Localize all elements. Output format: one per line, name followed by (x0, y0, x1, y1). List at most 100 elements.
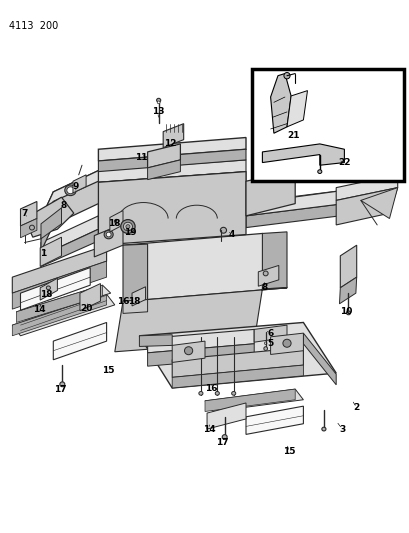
Polygon shape (73, 175, 86, 193)
Polygon shape (335, 175, 397, 200)
Polygon shape (172, 348, 303, 377)
Ellipse shape (198, 391, 202, 395)
Polygon shape (98, 192, 245, 215)
Text: 12: 12 (164, 140, 176, 148)
Ellipse shape (67, 187, 74, 193)
Text: 2: 2 (353, 403, 359, 412)
Polygon shape (270, 333, 303, 354)
Ellipse shape (282, 340, 290, 348)
Polygon shape (12, 294, 115, 336)
Polygon shape (254, 325, 286, 342)
Ellipse shape (321, 427, 325, 431)
Polygon shape (98, 172, 245, 245)
Polygon shape (147, 144, 180, 168)
Polygon shape (245, 171, 294, 216)
Polygon shape (204, 389, 303, 411)
Ellipse shape (121, 220, 135, 233)
Polygon shape (139, 322, 335, 388)
Text: 5: 5 (267, 340, 273, 348)
Polygon shape (262, 144, 344, 165)
Polygon shape (303, 333, 335, 385)
Ellipse shape (215, 391, 219, 395)
Ellipse shape (156, 98, 160, 102)
Polygon shape (53, 171, 98, 225)
Polygon shape (339, 277, 356, 304)
Polygon shape (98, 160, 245, 182)
Text: 10: 10 (339, 308, 352, 316)
Bar (252, 69, 403, 181)
Polygon shape (41, 216, 98, 256)
Polygon shape (25, 197, 74, 237)
Ellipse shape (114, 220, 118, 223)
Polygon shape (20, 219, 37, 238)
Ellipse shape (157, 101, 160, 103)
Text: 4: 4 (228, 230, 234, 239)
Polygon shape (139, 335, 172, 346)
Ellipse shape (126, 225, 130, 229)
Polygon shape (94, 224, 123, 257)
Polygon shape (172, 341, 204, 362)
Polygon shape (40, 278, 57, 300)
Text: 8: 8 (261, 284, 267, 292)
Ellipse shape (29, 225, 34, 230)
Polygon shape (16, 285, 110, 320)
Polygon shape (262, 232, 286, 289)
Text: 18: 18 (128, 297, 140, 305)
Text: 8: 8 (60, 201, 67, 209)
Polygon shape (98, 204, 245, 228)
Polygon shape (245, 406, 303, 434)
Polygon shape (335, 188, 397, 225)
Polygon shape (163, 124, 183, 148)
Polygon shape (172, 365, 303, 388)
Ellipse shape (106, 232, 111, 237)
Polygon shape (53, 322, 106, 360)
Text: 1: 1 (40, 249, 46, 257)
Text: 6: 6 (267, 329, 273, 337)
Polygon shape (132, 287, 145, 306)
Text: 15: 15 (102, 366, 115, 375)
Ellipse shape (60, 382, 65, 387)
Polygon shape (123, 233, 286, 300)
Ellipse shape (220, 228, 226, 233)
Text: 4113  200: 4113 200 (9, 21, 58, 31)
Text: 11: 11 (135, 153, 147, 161)
Polygon shape (41, 208, 61, 239)
Ellipse shape (104, 230, 113, 239)
Text: 13: 13 (151, 108, 164, 116)
Ellipse shape (283, 72, 289, 79)
Polygon shape (245, 189, 352, 216)
Text: 17: 17 (216, 438, 228, 447)
Polygon shape (245, 203, 352, 228)
Polygon shape (339, 245, 356, 288)
Text: 17: 17 (54, 385, 67, 393)
Polygon shape (115, 288, 286, 352)
Polygon shape (147, 160, 180, 180)
Polygon shape (20, 268, 90, 310)
Polygon shape (41, 171, 98, 227)
Polygon shape (147, 329, 254, 353)
Ellipse shape (231, 391, 235, 395)
Polygon shape (12, 294, 106, 336)
Polygon shape (270, 74, 290, 133)
Text: 21: 21 (286, 132, 299, 140)
Text: 15: 15 (282, 448, 294, 456)
Polygon shape (40, 237, 61, 266)
Ellipse shape (65, 185, 76, 196)
Text: 18: 18 (40, 290, 52, 298)
Polygon shape (110, 211, 123, 232)
Text: 18: 18 (108, 220, 120, 228)
Polygon shape (41, 229, 98, 266)
Polygon shape (80, 284, 100, 311)
Text: 20: 20 (81, 304, 93, 312)
Text: 16: 16 (117, 297, 129, 305)
Polygon shape (20, 201, 37, 226)
Text: 14: 14 (202, 425, 215, 433)
Text: 14: 14 (33, 305, 45, 313)
Ellipse shape (222, 435, 227, 439)
Text: 3: 3 (338, 425, 345, 433)
Polygon shape (98, 149, 245, 172)
Ellipse shape (46, 286, 50, 290)
Ellipse shape (263, 347, 267, 351)
Ellipse shape (184, 346, 192, 355)
Text: 16: 16 (204, 384, 217, 392)
